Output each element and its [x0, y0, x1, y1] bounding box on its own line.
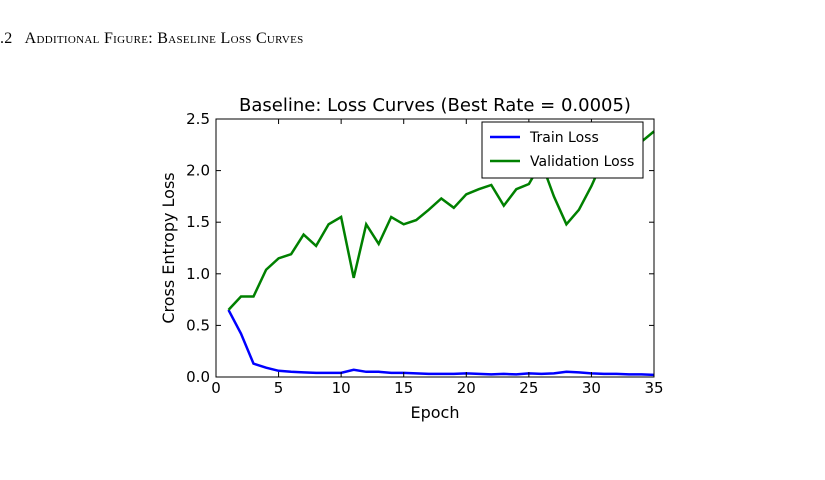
legend: Train Loss Validation Loss — [481, 121, 644, 179]
x-axis-label: Epoch — [411, 403, 460, 422]
legend-box — [481, 121, 644, 179]
chart-title: Baseline: Loss Curves (Best Rate = 0.000… — [239, 95, 631, 116]
legend-label-validation: Validation Loss — [530, 154, 634, 170]
plot-content — [227, 130, 655, 377]
train-loss-line — [227, 309, 655, 377]
x-tick-label: 30 — [582, 379, 601, 397]
loss-curve-chart: Baseline: Loss Curves (Best Rate = 0.000… — [159, 95, 664, 422]
y-tick-label: 0.0 — [186, 368, 210, 386]
section-number: .2 — [0, 30, 13, 47]
legend-label-train: Train Loss — [529, 130, 599, 146]
x-tick-label: 25 — [519, 379, 538, 397]
y-tick-label: 0.5 — [186, 316, 210, 334]
x-tick-label: 35 — [644, 379, 663, 397]
y-tick-label: 2.5 — [186, 110, 210, 128]
x-tick-label: 0 — [211, 379, 221, 397]
plot-frame — [215, 118, 655, 378]
axis-ticks: 0 5 10 15 20 25 30 35 0.0 0.5 1.0 1.5 2.0 2.5 — [186, 110, 663, 397]
x-tick-label: 20 — [457, 379, 476, 397]
section-heading: .2 Additional Figure: Baseline Loss Curve… — [0, 30, 304, 48]
x-tick-label: 5 — [274, 379, 284, 397]
validation-loss-line — [227, 130, 655, 311]
y-axis-label: Cross Entropy Loss — [159, 172, 178, 323]
y-tick-label: 2.0 — [186, 162, 210, 180]
y-tick-label: 1.0 — [186, 265, 210, 283]
cropped-text-line — [0, 454, 825, 468]
x-tick-label: 15 — [394, 379, 413, 397]
y-tick-label: 1.5 — [186, 213, 210, 231]
section-title: Additional Figure: Baseline Loss Curves — [24, 30, 304, 47]
x-tick-label: 10 — [332, 379, 351, 397]
